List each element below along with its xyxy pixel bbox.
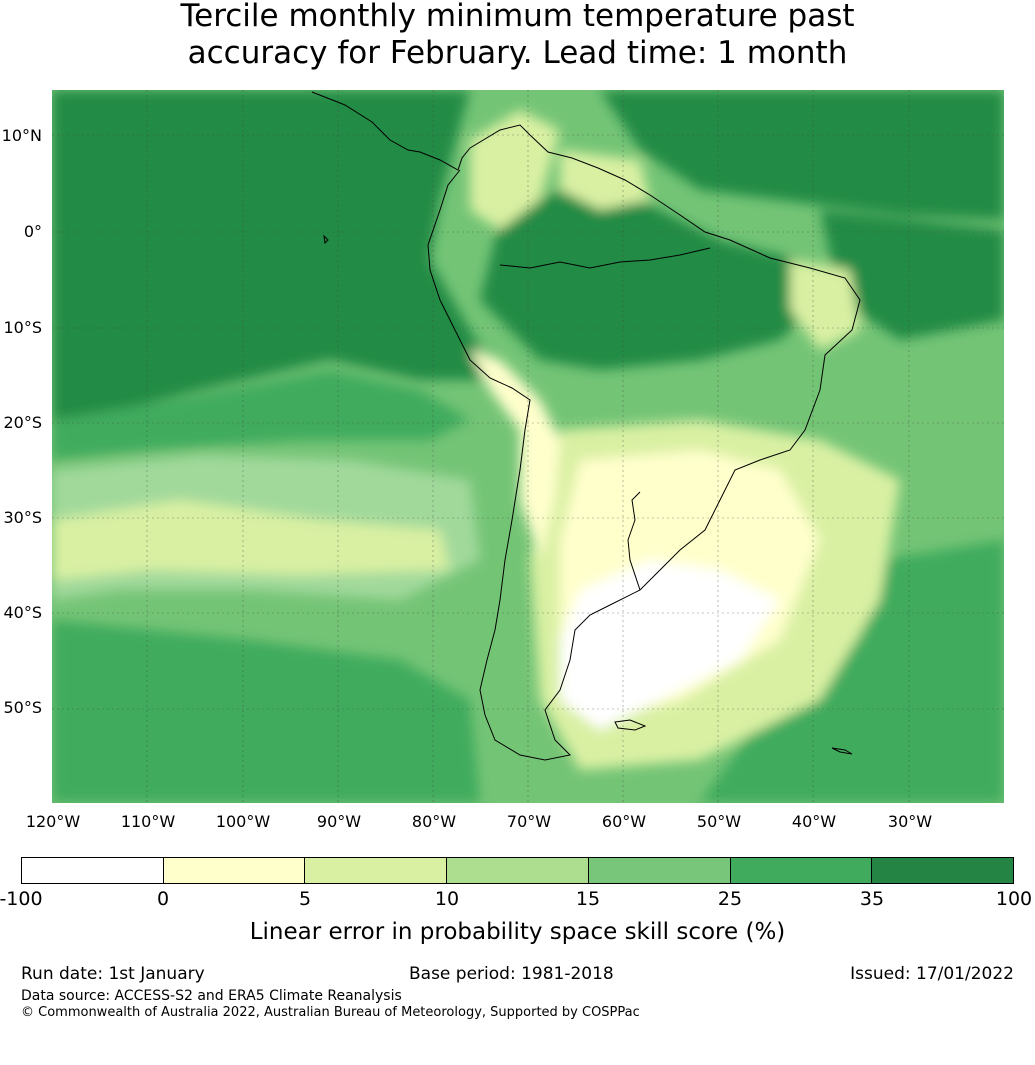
graticule [52,90,1004,803]
lon-label-30w: 30°W [887,812,933,831]
colorbar-segment-1 [22,858,164,883]
colorbar-tick-15: 15 [575,888,601,910]
lon-label-90w: 90°W [316,812,362,831]
lat-label-10s: 10°S [3,318,42,337]
skill-score-map [52,90,1004,803]
lon-label-80w: 80°W [411,812,457,831]
coastline-central-america [311,91,471,171]
coastline [311,91,861,761]
field-mid-atlantic [820,210,1004,340]
lat-label-20s: 20°S [3,413,42,432]
colorbar-segment-4 [447,858,589,883]
issued-date: Issued: 17/01/2022 [850,964,1014,984]
lon-label-70w: 70°W [506,812,552,831]
coastline-galapagos [323,234,329,245]
coastline-rio-de-la-plata [627,491,641,591]
colorbar-segment-7 [872,858,1014,883]
colorbar-segment-5 [588,858,731,883]
lon-label-110w: 110°W [120,812,176,831]
colorbar-tick-10: 10 [434,888,460,910]
colorbar-label: Linear error in probability space skill … [249,919,786,945]
colorbar-tick-5: 5 [298,888,312,910]
field-guiana-pale [560,150,650,210]
run-date: Run date: 1st January [21,964,205,984]
lon-label-100w: 100°W [215,812,271,831]
copyright: © Commonwealth of Australia 2022, Austra… [21,1005,640,1020]
lon-label-40w: 40°W [791,812,837,831]
colorbar-segment-6 [730,858,873,883]
chart-title-line-1: Tercile monthly minimum temperature past [180,0,855,34]
lon-label-120w: 120°W [25,812,81,831]
colorbar-segment-2 [163,858,306,883]
field-dark-atlantic [600,90,1004,220]
lon-label-60w: 60°W [601,812,647,831]
lat-label-40s: 40°S [3,603,42,622]
lat-label-30s: 30°S [3,508,42,527]
field-mid-se [700,540,1004,803]
field-mid-south [52,620,480,803]
coastline-falklands [614,719,647,731]
colorbar-tick-25: 25 [717,888,743,910]
field-paler-pacific [52,500,450,580]
data-source: Data source: ACCESS-S2 and ERA5 Climate … [21,988,402,1004]
lat-label-10n: 10°N [1,126,42,145]
base-period: Base period: 1981-2018 [409,964,614,984]
field-dark-amazon [480,190,820,370]
field-andes [470,350,560,560]
colorbar-tick-100: 100 [995,888,1033,910]
coastline-south-georgia [831,747,853,755]
lat-label-50s: 50°S [3,698,42,717]
coastline-amazon-river [499,247,711,269]
field-mid-pacific [52,370,470,460]
colorbar-segment-3 [305,858,448,883]
lat-label-0: 0° [23,222,42,241]
chart-title-line-2: accuracy for February. Lead time: 1 mont… [187,35,848,71]
field-dark-pacific [52,90,500,420]
lon-label-50w: 50°W [696,812,742,831]
colorbar-tick-35: 35 [859,888,885,910]
coastline-south-america [427,124,861,761]
field-east-pale [790,260,860,350]
colorbar [21,857,1014,884]
colorbar-tick-minus100: -100 [0,888,43,910]
map-field [52,90,1004,803]
field-north-pale [470,110,560,230]
colorbar-tick-0: 0 [156,888,170,910]
